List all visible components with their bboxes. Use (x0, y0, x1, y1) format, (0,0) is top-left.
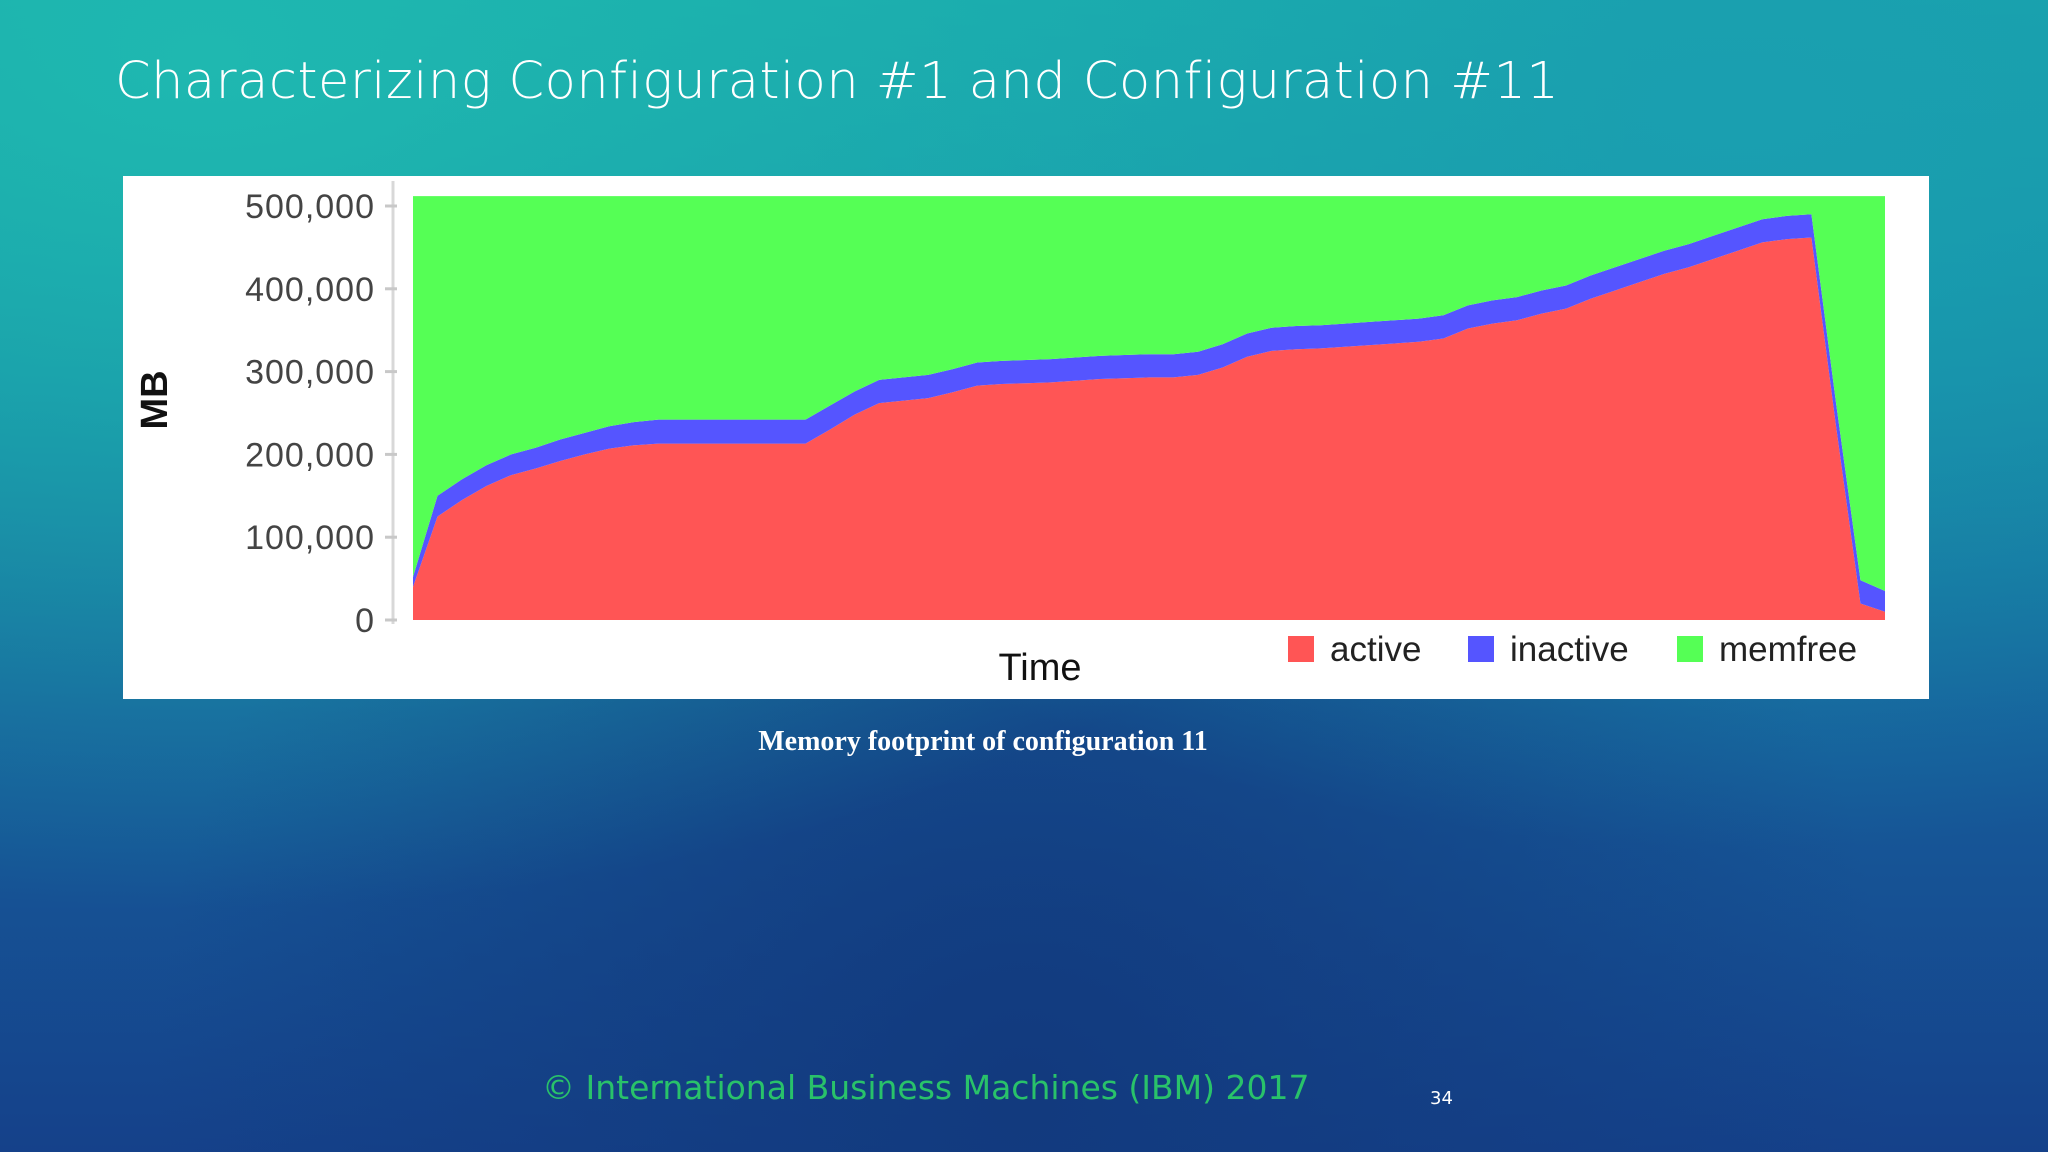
chart-container: 0 100,000 200,000 300,000 400,000 500,000 MB … (123, 176, 1929, 699)
y-axis-label: MB (134, 370, 176, 429)
area-inactive (413, 214, 1885, 612)
copyright-footer: © International Business Machines (IBM) … (542, 1068, 1310, 1107)
y-tick-label: 0 (355, 602, 375, 640)
area-active (413, 237, 1885, 621)
figure-caption: Memory footprint of configuration 11 (758, 726, 1208, 757)
chart-areas (413, 196, 1885, 621)
slide-title: Characterizing Configuration #1 and Conf… (115, 52, 1560, 111)
y-axis: 0 100,000 200,000 300,000 400,000 500,000 (245, 181, 397, 640)
legend-swatch-active (1288, 636, 1314, 662)
page-number: 34 (1430, 1088, 1453, 1109)
y-tick-label: 300,000 (245, 354, 375, 392)
chart-legend: active inactive memfree (1288, 630, 1857, 669)
y-tick-label: 200,000 (245, 436, 375, 474)
legend-label-inactive: inactive (1510, 630, 1629, 669)
y-tick-label: 400,000 (245, 271, 375, 309)
legend-swatch-memfree (1677, 636, 1703, 662)
y-tick-label: 100,000 (245, 519, 375, 557)
area-memfree (413, 196, 1885, 592)
y-tick-label: 500,000 (245, 188, 375, 226)
legend-label-active: active (1330, 630, 1421, 669)
x-axis-label: Time (998, 647, 1081, 689)
legend-label-memfree: memfree (1719, 630, 1857, 669)
legend-swatch-inactive (1468, 636, 1494, 662)
